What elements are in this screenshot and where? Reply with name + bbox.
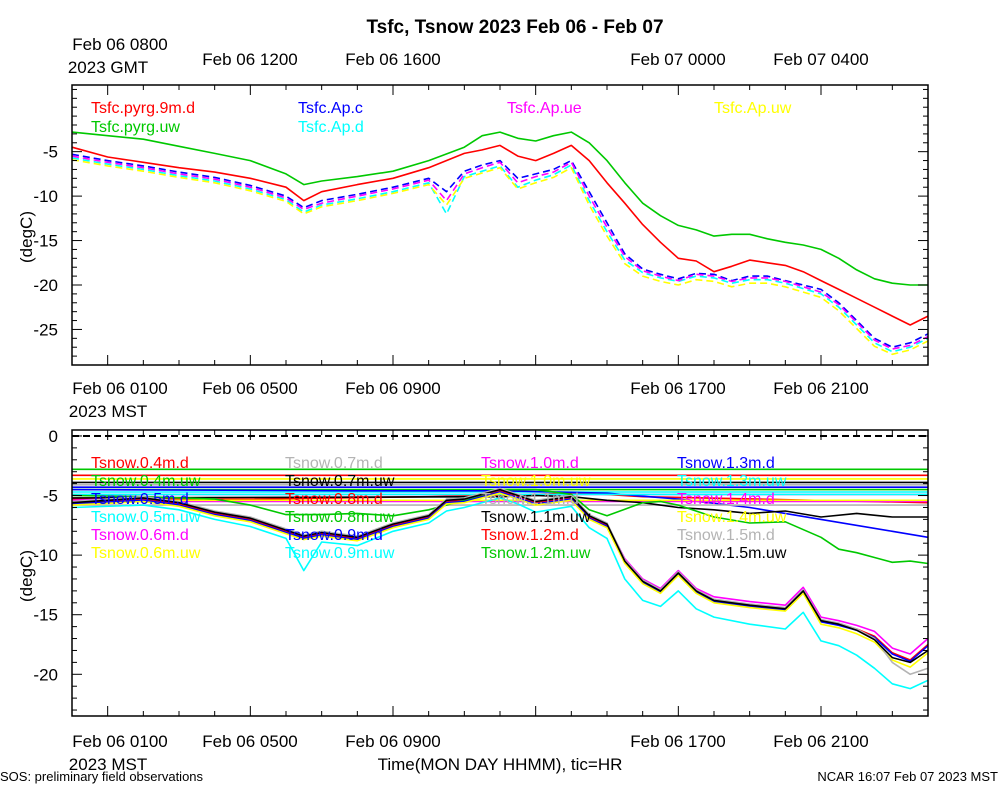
top-legend-label: Tsfc.pyrg.uw <box>91 119 180 136</box>
top-series-line-1 <box>71 131 928 286</box>
top-legend-label: Tsfc.Ap.c <box>298 100 363 117</box>
bottom-legend-label: Tsnow.1.5m.uw <box>677 545 787 562</box>
footer-left: SOS: preliminary field observations <box>0 769 204 784</box>
bottom-legend-label: Tsnow.1.1m.uw <box>481 509 591 526</box>
top-series-line-4 <box>71 155 929 350</box>
top-legend-label: Tsfc.Ap.uw <box>714 100 792 117</box>
bottom-legend-label: Tsnow.0.8m.uw <box>285 509 395 526</box>
bottom-legend-label: Tsnow.0.9m.d <box>285 527 383 544</box>
bottom-axis-tick-label: Feb 06 2100 <box>773 732 868 751</box>
top-series-line-0 <box>71 144 929 326</box>
bottom-legend-label: Tsnow.0.7m.d <box>285 455 383 472</box>
bottom-series-line-19 <box>71 497 929 690</box>
bottom-axis-tick-label: Feb 06 0500 <box>202 732 297 751</box>
bottom-series-line-18 <box>71 491 929 663</box>
mid-axis-start-label-2: 2023 MST <box>69 402 147 421</box>
bottom-legend-label: Tsnow.0.6m.uw <box>91 545 201 562</box>
mid-axis-tick-label: Feb 06 0900 <box>345 379 440 398</box>
bottom-legend-label: Tsnow.0.5m.d <box>91 491 189 508</box>
top-legend-label: Tsfc.pyrg.9m.d <box>91 100 195 117</box>
top-axis-start-label-2: 2023 GMT <box>68 58 148 77</box>
top-y-tick-label: -10 <box>33 187 58 206</box>
x-axis-title: Time(MON DAY HHMM), tic=HR <box>378 755 623 774</box>
top-axis-tick-label: Feb 06 1600 <box>345 50 440 69</box>
top-plot-frame <box>71 84 929 366</box>
bottom-legend-label: Tsnow.0.9m.uw <box>285 545 395 562</box>
bottom-y-tick-label: -5 <box>43 487 58 506</box>
bottom-axis-start-label-2: 2023 MST <box>69 755 147 774</box>
top-legend-label: Tsfc.Ap.d <box>298 119 364 136</box>
bottom-series-line-23 <box>71 488 929 664</box>
top-axis-tick-label: Feb 07 0000 <box>630 50 725 69</box>
bottom-legend-label: Tsnow.1.0m.uw <box>481 473 591 490</box>
top-y-tick-label: -25 <box>33 320 58 339</box>
mid-axis-tick-label: Feb 06 2100 <box>773 379 868 398</box>
bottom-legend-label: Tsnow.0.4m.d <box>91 455 189 472</box>
top-y-tick-label: -20 <box>33 276 58 295</box>
top-axis-tick-label: Feb 06 1200 <box>202 50 297 69</box>
bottom-legend-label: Tsnow.1.2m.uw <box>481 545 591 562</box>
bottom-series-line-21 <box>71 492 929 668</box>
top-series-line-5 <box>71 158 929 356</box>
top-axis-start-label-1: Feb 06 0800 <box>72 35 167 54</box>
bottom-legend-label: Tsnow.1.4m.d <box>677 491 775 508</box>
top-y-tick-label: -5 <box>43 143 58 162</box>
bottom-y-tick-label: -20 <box>33 665 58 684</box>
bottom-legend-label: Tsnow.0.5m.uw <box>91 509 201 526</box>
top-series-line-3 <box>71 157 929 353</box>
bottom-legend-label: Tsnow.1.5m.d <box>677 527 775 544</box>
bottom-legend-label: Tsnow.1.3m.uw <box>677 473 787 490</box>
bottom-legend-label: Tsnow.0.6m.d <box>91 527 189 544</box>
bottom-legend-label: Tsnow.0.8m.d <box>285 491 383 508</box>
top-legend-label: Tsfc.Ap.ue <box>507 100 582 117</box>
bottom-series-line-17 <box>71 488 929 565</box>
bottom-y-tick-label: 0 <box>49 427 58 446</box>
bottom-axis-tick-label: Feb 06 0900 <box>345 732 440 751</box>
mid-axis-tick-label: Feb 06 0500 <box>202 379 297 398</box>
bottom-y-tick-label: -10 <box>33 546 58 565</box>
bottom-legend-label: Tsnow.1.0m.d <box>481 455 579 472</box>
bottom-legend-label: Tsnow.0.4m.uw <box>91 473 201 490</box>
top-series-line-2 <box>71 153 929 349</box>
bottom-y-axis-title: (degC) <box>17 550 36 602</box>
bottom-axis-tick-label: Feb 06 1700 <box>630 732 725 751</box>
bottom-legend-label: Tsnow.1.2m.d <box>481 527 579 544</box>
top-y-tick-label: -15 <box>33 232 58 251</box>
bottom-legend-label: Tsnow.0.7m.uw <box>285 473 395 490</box>
bottom-legend-label: Tsnow.1.4m.uw <box>677 509 787 526</box>
bottom-series-line-15 <box>71 494 928 518</box>
bottom-legend-label: Tsnow.1.1m.d <box>481 491 579 508</box>
chart-title: Tsfc, Tsnow 2023 Feb 06 - Feb 07 <box>366 17 663 38</box>
bottom-axis-start-label-1: Feb 06 0100 <box>72 732 167 751</box>
top-y-axis-title: (degC) <box>17 211 36 263</box>
mid-axis-tick-label: Feb 06 1700 <box>630 379 725 398</box>
bottom-series-line-22 <box>71 487 929 676</box>
top-axis-tick-label: Feb 07 0400 <box>773 50 868 69</box>
bottom-series-line-10 <box>71 488 929 539</box>
bottom-legend-label: Tsnow.1.3m.d <box>677 455 775 472</box>
mid-axis-start-label-1: Feb 06 0100 <box>72 379 167 398</box>
footer-right: NCAR 16:07 Feb 07 2023 MST <box>817 769 998 784</box>
bottom-y-tick-label: -15 <box>33 606 58 625</box>
